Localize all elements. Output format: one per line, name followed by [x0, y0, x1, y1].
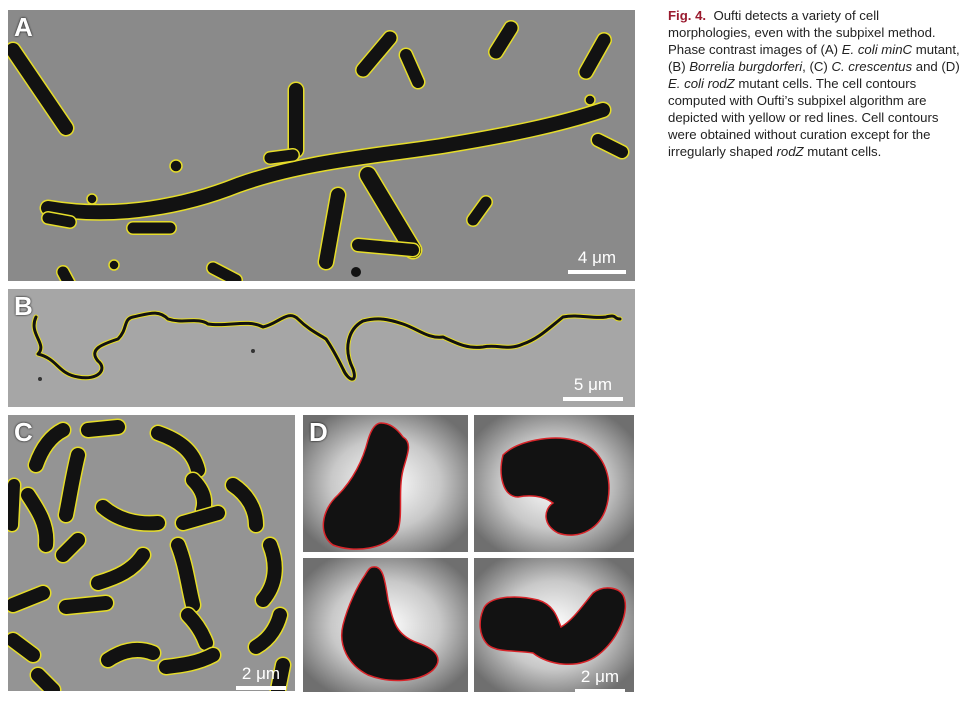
caption-part: E. coli rodZ	[668, 76, 735, 91]
cell-spirochete	[31, 310, 623, 382]
panel-b: B 5 μm	[8, 289, 635, 407]
caption-part: , (C)	[802, 59, 832, 74]
panel-d-micrograph	[303, 415, 634, 692]
panel-c: C 2 μm	[8, 415, 295, 691]
cell-small-8	[41, 211, 77, 229]
caption-part: Oufti detects a variety of cell morpholo…	[668, 8, 936, 57]
caption-text: Oufti detects a variety of cell morpholo…	[668, 8, 960, 159]
scale-line-a	[568, 270, 626, 274]
caption-part: C. crescentus	[831, 59, 913, 74]
scale-bar-b: 5 μm	[563, 375, 623, 401]
caption-part: rodZ	[776, 144, 804, 159]
figure-caption: Fig. 4. Oufti detects a variety of cell …	[668, 7, 963, 160]
rodz-cell-4	[474, 558, 634, 692]
cell-diagonal-left	[8, 41, 75, 137]
cell-small-10	[56, 265, 76, 281]
panel-label-a: A	[14, 12, 33, 42]
scale-bar-a: 4 μm	[568, 248, 626, 274]
rodz-cell-3	[303, 558, 468, 692]
figure-label: Fig. 4.	[668, 8, 707, 23]
caption-part: Borrelia burgdorferi	[689, 59, 803, 74]
cell-diagonal-mid	[358, 165, 423, 260]
scale-label-a: 4 μm	[577, 248, 617, 267]
panel-a-micrograph	[8, 10, 635, 281]
scale-line-d	[575, 689, 625, 692]
cell-small-2	[398, 47, 426, 90]
scale-label-b: 5 μm	[573, 375, 613, 394]
scale-label-d: 2 μm	[580, 667, 620, 686]
cell-small-4	[578, 32, 612, 80]
panel-a: A 4 μm	[8, 10, 635, 281]
caption-part: mutant cells. The cell contours computed…	[668, 76, 939, 159]
scale-label-c: 2 μm	[241, 664, 281, 683]
cell-small-5	[590, 132, 630, 160]
rodz-cell-2	[474, 415, 634, 552]
panel-label-d: D	[309, 417, 328, 447]
cell-vertical-mid	[317, 186, 347, 271]
caption-part: mutant, (B)	[668, 42, 960, 74]
caulobacter-cells	[8, 418, 292, 691]
caption-part: mutant cells.	[803, 144, 882, 159]
panel-d: D 2 μm	[303, 415, 634, 692]
cell-small-11	[263, 148, 300, 165]
cell-small-9	[206, 261, 243, 281]
scale-line-c	[236, 686, 286, 690]
scale-bar-c: 2 μm	[236, 664, 286, 690]
rodz-cell-1	[303, 415, 468, 552]
caption-part: and (D)	[912, 59, 960, 74]
cell-horizontal	[350, 237, 421, 258]
caption-part: E. coli minC	[841, 42, 913, 57]
scale-line-b	[563, 397, 623, 401]
cell-small-6	[466, 195, 493, 227]
panel-c-micrograph	[8, 415, 295, 691]
scale-bar-d: 2 μm	[575, 667, 625, 692]
cell-filament	[39, 101, 612, 221]
cell-small-3	[488, 20, 519, 60]
cell-small-1	[355, 30, 398, 78]
panel-label-c: C	[14, 417, 33, 447]
panel-b-micrograph	[8, 289, 635, 407]
panel-label-b: B	[14, 291, 33, 321]
